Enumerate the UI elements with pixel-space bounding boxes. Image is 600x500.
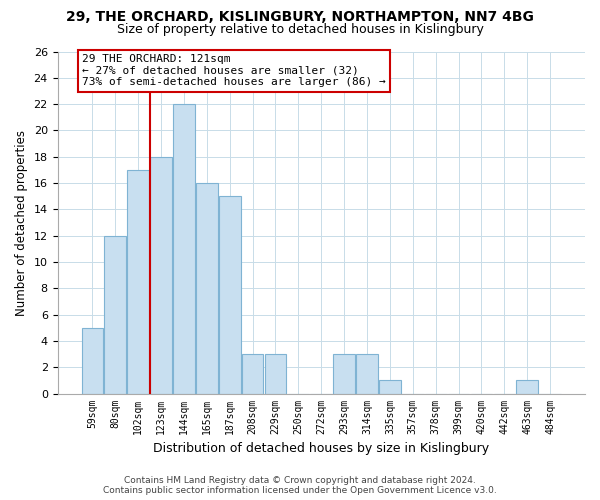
Bar — [219, 196, 241, 394]
Bar — [173, 104, 195, 394]
Bar — [333, 354, 355, 394]
Bar — [127, 170, 149, 394]
Bar — [379, 380, 401, 394]
X-axis label: Distribution of detached houses by size in Kislingbury: Distribution of detached houses by size … — [153, 442, 490, 455]
Text: Size of property relative to detached houses in Kislingbury: Size of property relative to detached ho… — [116, 22, 484, 36]
Text: 29 THE ORCHARD: 121sqm
← 27% of detached houses are smaller (32)
73% of semi-det: 29 THE ORCHARD: 121sqm ← 27% of detached… — [82, 54, 386, 88]
Bar — [82, 328, 103, 394]
Bar — [517, 380, 538, 394]
Text: Contains HM Land Registry data © Crown copyright and database right 2024.
Contai: Contains HM Land Registry data © Crown c… — [103, 476, 497, 495]
Bar — [196, 183, 218, 394]
Bar — [104, 236, 126, 394]
Text: 29, THE ORCHARD, KISLINGBURY, NORTHAMPTON, NN7 4BG: 29, THE ORCHARD, KISLINGBURY, NORTHAMPTO… — [66, 10, 534, 24]
Y-axis label: Number of detached properties: Number of detached properties — [15, 130, 28, 316]
Bar — [356, 354, 378, 394]
Bar — [265, 354, 286, 394]
Bar — [150, 156, 172, 394]
Bar — [242, 354, 263, 394]
